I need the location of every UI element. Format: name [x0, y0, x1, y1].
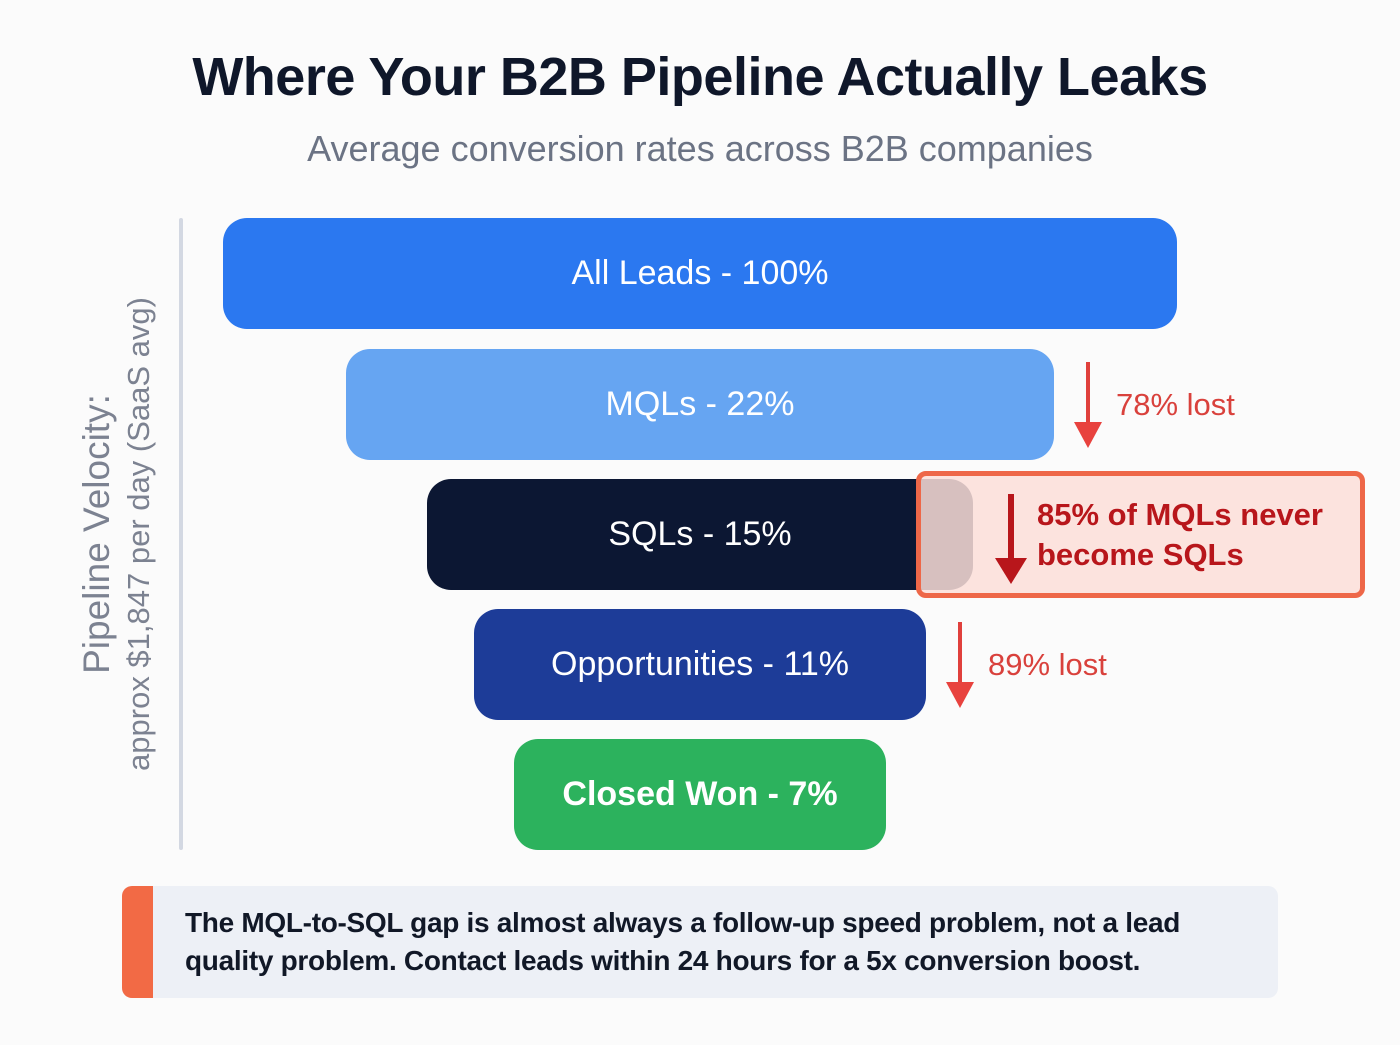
down-arrow-icon [946, 622, 974, 708]
funnel-stage-sqls: SQLs - 15% [427, 479, 973, 590]
loss-label: 78% lost [1116, 387, 1235, 422]
axis-label-line1: Pipeline Velocity: [76, 394, 117, 674]
funnel-stage-mqls: MQLs - 22% [346, 349, 1054, 460]
y-axis-label: Pipeline Velocity: approx $1,847 per day… [76, 214, 160, 854]
funnel-stage-closed-won: Closed Won - 7% [514, 739, 886, 850]
note-line2: quality problem. Contact leads within 24… [185, 945, 1141, 976]
loss-annotation-sqls-to-opps: 89% lost [944, 620, 1107, 710]
axis-label-line2: approx $1,847 per day (SaaS avg) [121, 297, 156, 771]
funnel-stage-all-leads: All Leads - 100% [223, 218, 1177, 329]
note-line1: The MQL-to-SQL gap is almost always a fo… [185, 907, 1181, 938]
axis-line [179, 218, 183, 850]
loss-label: 89% lost [988, 647, 1107, 682]
chart-title: Where Your B2B Pipeline Actually Leaks [192, 47, 1208, 107]
down-arrow-icon [1074, 362, 1102, 448]
note-accent-bar [122, 886, 153, 998]
mql-sql-callout: 85% of MQLs never become SQLs [916, 471, 1365, 598]
callout-line2: become SQLs [1037, 536, 1244, 572]
funnel-stage-opportunities: Opportunities - 11% [474, 609, 926, 720]
chart-subtitle: Average conversion rates across B2B comp… [307, 128, 1093, 169]
insight-note: The MQL-to-SQL gap is almost always a fo… [122, 886, 1278, 998]
loss-annotation-leads-to-mqls: 78% lost [1072, 360, 1235, 450]
down-arrow-icon [995, 494, 1027, 584]
callout-line1: 85% of MQLs never [1037, 496, 1323, 532]
